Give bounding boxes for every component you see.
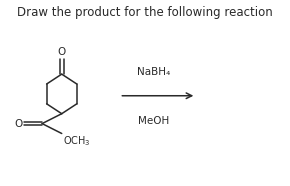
Text: NaBH₄: NaBH₄ (137, 68, 171, 77)
Text: O: O (58, 47, 66, 57)
Text: Draw the product for the following reaction: Draw the product for the following react… (17, 6, 273, 19)
Text: OCH$_3$: OCH$_3$ (63, 134, 91, 148)
Text: O: O (14, 119, 22, 129)
Text: MeOH: MeOH (138, 116, 170, 126)
